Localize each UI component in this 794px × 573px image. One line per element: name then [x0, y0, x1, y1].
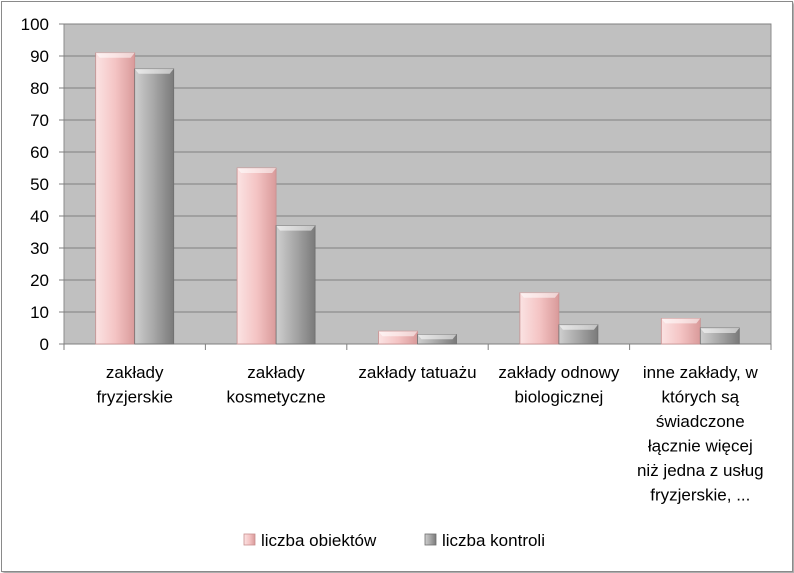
bar-bevel: [417, 334, 457, 340]
y-tick-label: 40: [30, 207, 49, 226]
x-category-label: inne zakłady, w których są świadczone łączn…: [637, 363, 764, 505]
bar: [236, 167, 277, 345]
y-tick-label: 100: [21, 15, 49, 34]
x-category-label-line: fryzjerskie: [96, 388, 173, 407]
legend-item: liczba kontroli: [424, 531, 545, 550]
legend-swatch: [243, 533, 256, 546]
x-category-label-line: łącznie więcej: [648, 437, 753, 456]
y-tick-label: 30: [30, 239, 49, 258]
bar-bevel: [558, 324, 598, 330]
bar: [699, 327, 740, 345]
y-tick-label: 50: [30, 175, 49, 194]
bar-body: [275, 225, 316, 345]
x-category-label-line: zakłady: [106, 363, 164, 382]
bar-bevel: [519, 292, 559, 298]
bar-body: [519, 292, 560, 345]
x-category-label: zakłady fryzjerskie: [96, 363, 173, 407]
bar-bevel: [700, 328, 740, 333]
y-tick-label: 0: [40, 335, 49, 354]
x-category-label: zakłady odnowy biologicznej: [498, 363, 619, 407]
bar-bevel: [95, 52, 135, 58]
legend-label: liczba obiektów: [261, 531, 377, 550]
x-category-label-line: zakłady: [247, 363, 305, 382]
x-category-label: zakłady tatuażu: [358, 363, 476, 382]
x-category-label-line: niż jedna z usług: [637, 461, 764, 480]
x-category-label-line: inne zakłady, w: [643, 363, 759, 382]
x-category-label-line: których są: [662, 388, 740, 407]
x-category-label-line: biologicznej: [514, 388, 603, 407]
bar: [558, 324, 599, 345]
y-tick-label: 70: [30, 111, 49, 130]
y-tick-label: 10: [30, 303, 49, 322]
bar-body: [134, 68, 175, 345]
y-tick-label: 60: [30, 143, 49, 162]
legend-item: liczba obiektów: [243, 531, 377, 550]
bar-bevel: [378, 331, 418, 337]
bar: [275, 225, 316, 345]
bar: [134, 68, 175, 345]
y-tick-label: 90: [30, 47, 49, 66]
y-tick-label: 20: [30, 271, 49, 290]
bar-bevel: [661, 318, 701, 324]
y-tick-label: 80: [30, 79, 49, 98]
legend-label: liczba kontroli: [442, 531, 545, 550]
bar-bevel: [134, 68, 174, 74]
x-category-label-line: zakłady tatuażu: [358, 363, 476, 382]
x-category-label: zakłady kosmetyczne: [226, 363, 325, 407]
bar-bevel: [237, 168, 277, 173]
bar-body: [95, 52, 136, 345]
bar-body: [236, 167, 277, 345]
bar-bevel: [276, 225, 316, 231]
bar: [378, 330, 418, 345]
x-category-label-line: fryzjerskie, ...: [650, 486, 750, 505]
bar: [95, 52, 136, 345]
bar: [417, 333, 457, 345]
bar: [519, 292, 560, 345]
x-category-label-line: zakłady odnowy: [498, 363, 619, 382]
bar: [660, 317, 701, 345]
x-category-label-line: kosmetyczne: [226, 388, 325, 407]
legend-swatch: [424, 533, 437, 546]
x-category-label-line: świadczone: [656, 412, 745, 431]
